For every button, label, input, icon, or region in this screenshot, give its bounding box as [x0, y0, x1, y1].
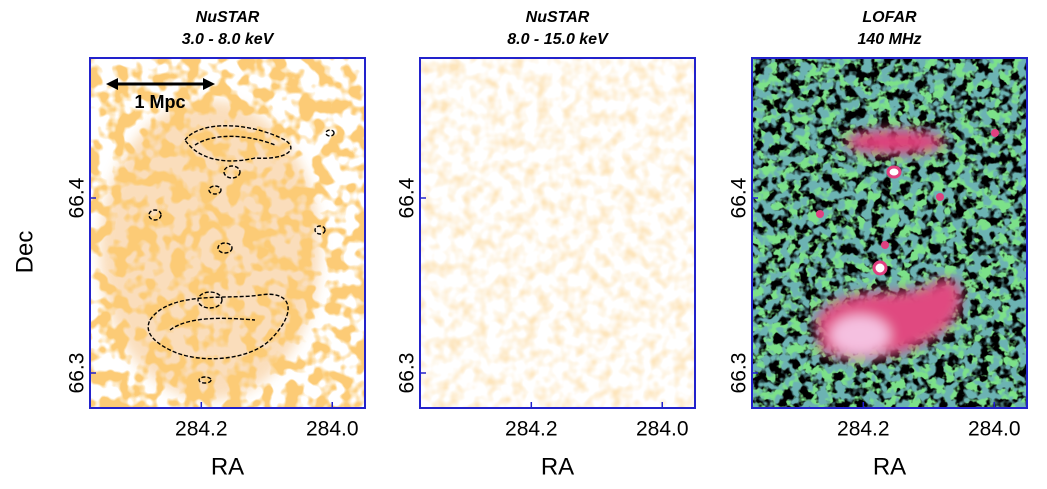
- x-tick-label: 284.0: [636, 418, 689, 441]
- y-axis-label: Dec: [11, 231, 38, 274]
- scale-bar: [106, 78, 215, 90]
- x-axis-label: RA: [211, 453, 244, 480]
- y-tick-label: 66.3: [66, 353, 89, 394]
- panel-frame: [419, 57, 696, 409]
- panel-frame: [89, 57, 366, 409]
- x-tick-label: 284.0: [306, 418, 359, 441]
- panel-subtitle: 8.0 - 15.0 keV: [507, 31, 609, 48]
- nustar-hard-image: [420, 58, 695, 408]
- nustar-soft-image: [90, 58, 365, 408]
- y-tick-label: 66.4: [66, 177, 89, 218]
- y-tick-label: 66.3: [396, 353, 419, 394]
- panel-subtitle: 3.0 - 8.0 keV: [182, 31, 275, 48]
- lofar-image: [752, 58, 1027, 408]
- panel-title: NuSTAR: [526, 9, 590, 26]
- x-axis-label: RA: [541, 453, 574, 480]
- panel-title: LOFAR: [862, 9, 917, 26]
- y-tick-label: 66.4: [396, 177, 419, 218]
- x-tick-label: 284.2: [837, 418, 890, 441]
- x-axis-label: RA: [873, 453, 906, 480]
- panel-frame: [751, 57, 1028, 409]
- panel-title: NuSTAR: [196, 9, 260, 26]
- y-tick-label: 66.3: [728, 353, 751, 394]
- y-tick-label: 66.4: [728, 177, 751, 218]
- x-tick-label: 284.0: [968, 418, 1021, 441]
- panel-subtitle: 140 MHz: [857, 31, 921, 48]
- x-tick-label: 284.2: [505, 418, 558, 441]
- scale-label: 1 Mpc: [134, 92, 185, 112]
- x-tick-label: 284.2: [175, 418, 228, 441]
